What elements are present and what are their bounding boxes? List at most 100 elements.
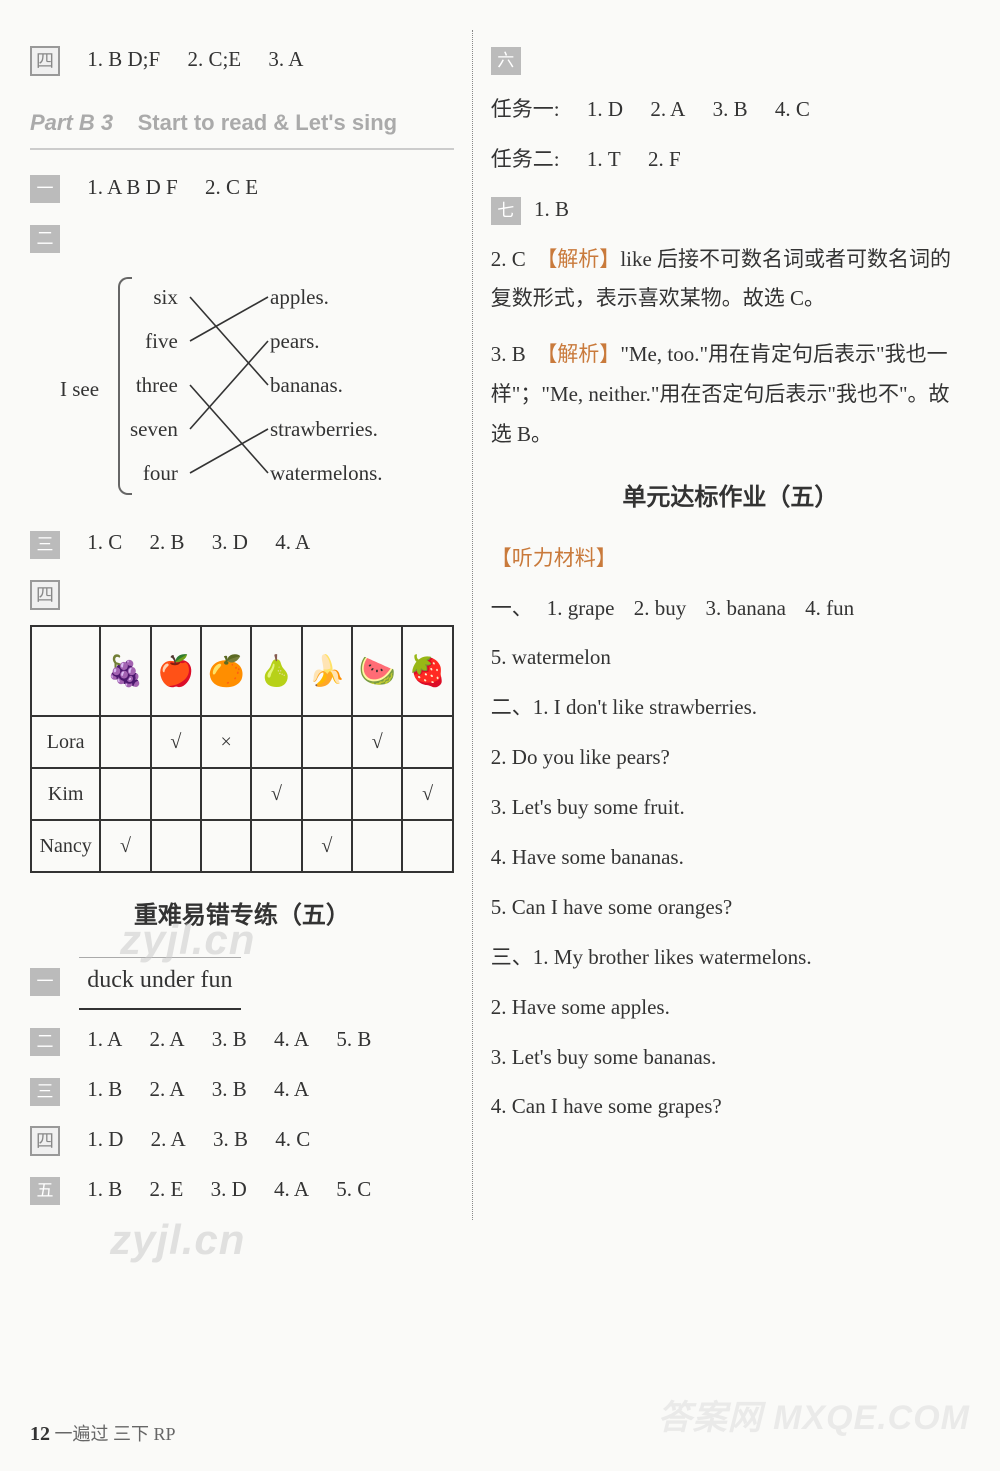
ans: 4. A bbox=[274, 1027, 309, 1051]
ans: 2. B bbox=[150, 530, 185, 554]
cell bbox=[251, 716, 301, 768]
ans: 1. D bbox=[87, 1127, 123, 1151]
ans: 2. A bbox=[150, 1027, 185, 1051]
th-orange: 🍊 bbox=[201, 626, 251, 716]
z-three: 三 1. B 2. A 3. B 4. A bbox=[30, 1070, 454, 1110]
ans-num: 3. B bbox=[491, 342, 526, 366]
table-row: Lora√×√ bbox=[31, 716, 453, 768]
cell bbox=[302, 768, 352, 820]
cell: √ bbox=[100, 820, 150, 872]
match-lines bbox=[30, 275, 490, 505]
part-b-title: Start to read & Let's sing bbox=[138, 110, 398, 135]
sec-four-top: 四 1. B D;F 2. C;E 3. A bbox=[30, 40, 454, 80]
cell: √ bbox=[352, 716, 402, 768]
footer-text: 一遍过 三下 RP bbox=[50, 1424, 176, 1444]
t3-1: 三、1. My brother likes watermelons. bbox=[491, 938, 970, 978]
ans: 3. B bbox=[212, 1077, 247, 1101]
ans: 4. C bbox=[275, 1127, 310, 1151]
ans: 1. B bbox=[87, 1077, 122, 1101]
ans: 1. A B D F bbox=[87, 175, 177, 199]
th-strawberry: 🍓 bbox=[402, 626, 452, 716]
part-b-header: Part B 3 Start to read & Let's sing bbox=[30, 102, 454, 150]
marker-two: 二 bbox=[30, 225, 60, 253]
t3-3: 3. Let's buy some bananas. bbox=[491, 1038, 970, 1078]
cell: √ bbox=[302, 820, 352, 872]
ans: 3. banana bbox=[705, 596, 785, 620]
strawberry-icon: 🍓 bbox=[409, 655, 446, 688]
cell bbox=[151, 768, 201, 820]
cell bbox=[352, 820, 402, 872]
analysis-3: 3. B 【解析】"Me, too."用在肯定句后表示"我也一样"；"Me, n… bbox=[491, 335, 970, 455]
ans: 4. fun bbox=[805, 596, 854, 620]
ans: 3. D bbox=[211, 1177, 247, 1201]
ans: 1. C bbox=[87, 530, 122, 554]
table-row: Kim√√ bbox=[31, 768, 453, 820]
z-two: 二 1. A 2. A 3. B 4. A 5. B bbox=[30, 1020, 454, 1060]
sec-two-header: 二 bbox=[30, 218, 454, 258]
zhuanlian-header: 重难易错专练（五） bbox=[30, 893, 454, 939]
sec-one: 一 1. A B D F 2. C E bbox=[30, 168, 454, 208]
marker-one: 一 bbox=[30, 175, 60, 203]
left-column: 四 1. B D;F 2. C;E 3. A Part B 3 Start to… bbox=[30, 30, 472, 1220]
right-column: 六 任务一: 1. D 2. A 3. B 4. C 任务二: 1. T 2. … bbox=[472, 30, 970, 1220]
ans: 5. watermelon bbox=[491, 645, 611, 669]
t2-5: 5. Can I have some oranges? bbox=[491, 888, 970, 928]
cell bbox=[100, 716, 150, 768]
ans: 1. B bbox=[87, 1177, 122, 1201]
marker-four: 四 bbox=[30, 46, 60, 76]
cell bbox=[402, 716, 452, 768]
t3-2: 2. Have some apples. bbox=[491, 988, 970, 1028]
table-head: 🍇 🍎 🍊 🍐 🍌 🍉 🍓 bbox=[31, 626, 453, 716]
cell: × bbox=[201, 716, 251, 768]
cell: √ bbox=[151, 716, 201, 768]
t1: 一、1. grape 2. buy 3. banana 4. fun bbox=[491, 589, 970, 629]
ans: 4. A bbox=[274, 1177, 309, 1201]
cell: √ bbox=[251, 768, 301, 820]
sec-three: 三 1. C 2. B 3. D 4. A bbox=[30, 523, 454, 563]
th-grape: 🍇 bbox=[100, 626, 150, 716]
ans: 5. B bbox=[336, 1027, 371, 1051]
marker-one: 一 bbox=[30, 968, 60, 996]
grape-icon: 🍇 bbox=[107, 655, 144, 688]
ans: 3. B bbox=[213, 1127, 248, 1151]
row-name: Lora bbox=[31, 716, 100, 768]
columns: 四 1. B D;F 2. C;E 3. A Part B 3 Start to… bbox=[30, 30, 970, 1220]
t2-4: 4. Have some bananas. bbox=[491, 838, 970, 878]
ans: 3. B bbox=[713, 97, 748, 121]
th-banana: 🍌 bbox=[302, 626, 352, 716]
banana-icon: 🍌 bbox=[308, 655, 345, 688]
ans: 2. C E bbox=[205, 175, 258, 199]
t1-line2: 5. watermelon bbox=[491, 638, 970, 678]
task-one: 任务一: 1. D 2. A 3. B 4. C bbox=[491, 90, 970, 130]
watermelon-icon: 🍉 bbox=[359, 655, 396, 688]
t3-4: 4. Can I have some grapes? bbox=[491, 1087, 970, 1127]
ans: 1. A bbox=[87, 1027, 122, 1051]
sentence: 1. I don't like strawberries. bbox=[533, 695, 757, 719]
analysis-2: 2. C 【解析】like 后接不可数名词或者可数名词的复数形式，表示喜欢某物。… bbox=[491, 240, 970, 320]
task1-label: 任务一: bbox=[491, 97, 560, 121]
t2-1: 二、1. I don't like strawberries. bbox=[491, 688, 970, 728]
th-apple: 🍎 bbox=[151, 626, 201, 716]
ans: 3. D bbox=[212, 530, 248, 554]
th-watermelon: 🍉 bbox=[352, 626, 402, 716]
th-empty bbox=[31, 626, 100, 716]
tingli-label: 【听力材料】 bbox=[491, 539, 970, 579]
orange-icon: 🍊 bbox=[208, 655, 245, 688]
sec-four-header: 四 bbox=[30, 573, 454, 613]
ans: 4. A bbox=[275, 530, 310, 554]
ans: 2. E bbox=[150, 1177, 184, 1201]
cell bbox=[302, 716, 352, 768]
z-one: 一 duck under fun bbox=[30, 957, 454, 1011]
task-two: 任务二: 1. T 2. F bbox=[491, 140, 970, 180]
ans: 1. grape bbox=[547, 596, 615, 620]
cell bbox=[251, 820, 301, 872]
z-five: 五 1. B 2. E 3. D 4. A 5. C bbox=[30, 1170, 454, 1210]
cell bbox=[201, 820, 251, 872]
apple-icon: 🍎 bbox=[157, 655, 194, 688]
table-body: Lora√×√Kim√√Nancy√√ bbox=[31, 716, 453, 872]
table-row: Nancy√√ bbox=[31, 820, 453, 872]
ans: 3. B bbox=[212, 1027, 247, 1051]
marker-four: 四 bbox=[30, 580, 60, 610]
ans: 1. B D;F bbox=[87, 47, 160, 71]
ans: 4. C bbox=[775, 97, 810, 121]
